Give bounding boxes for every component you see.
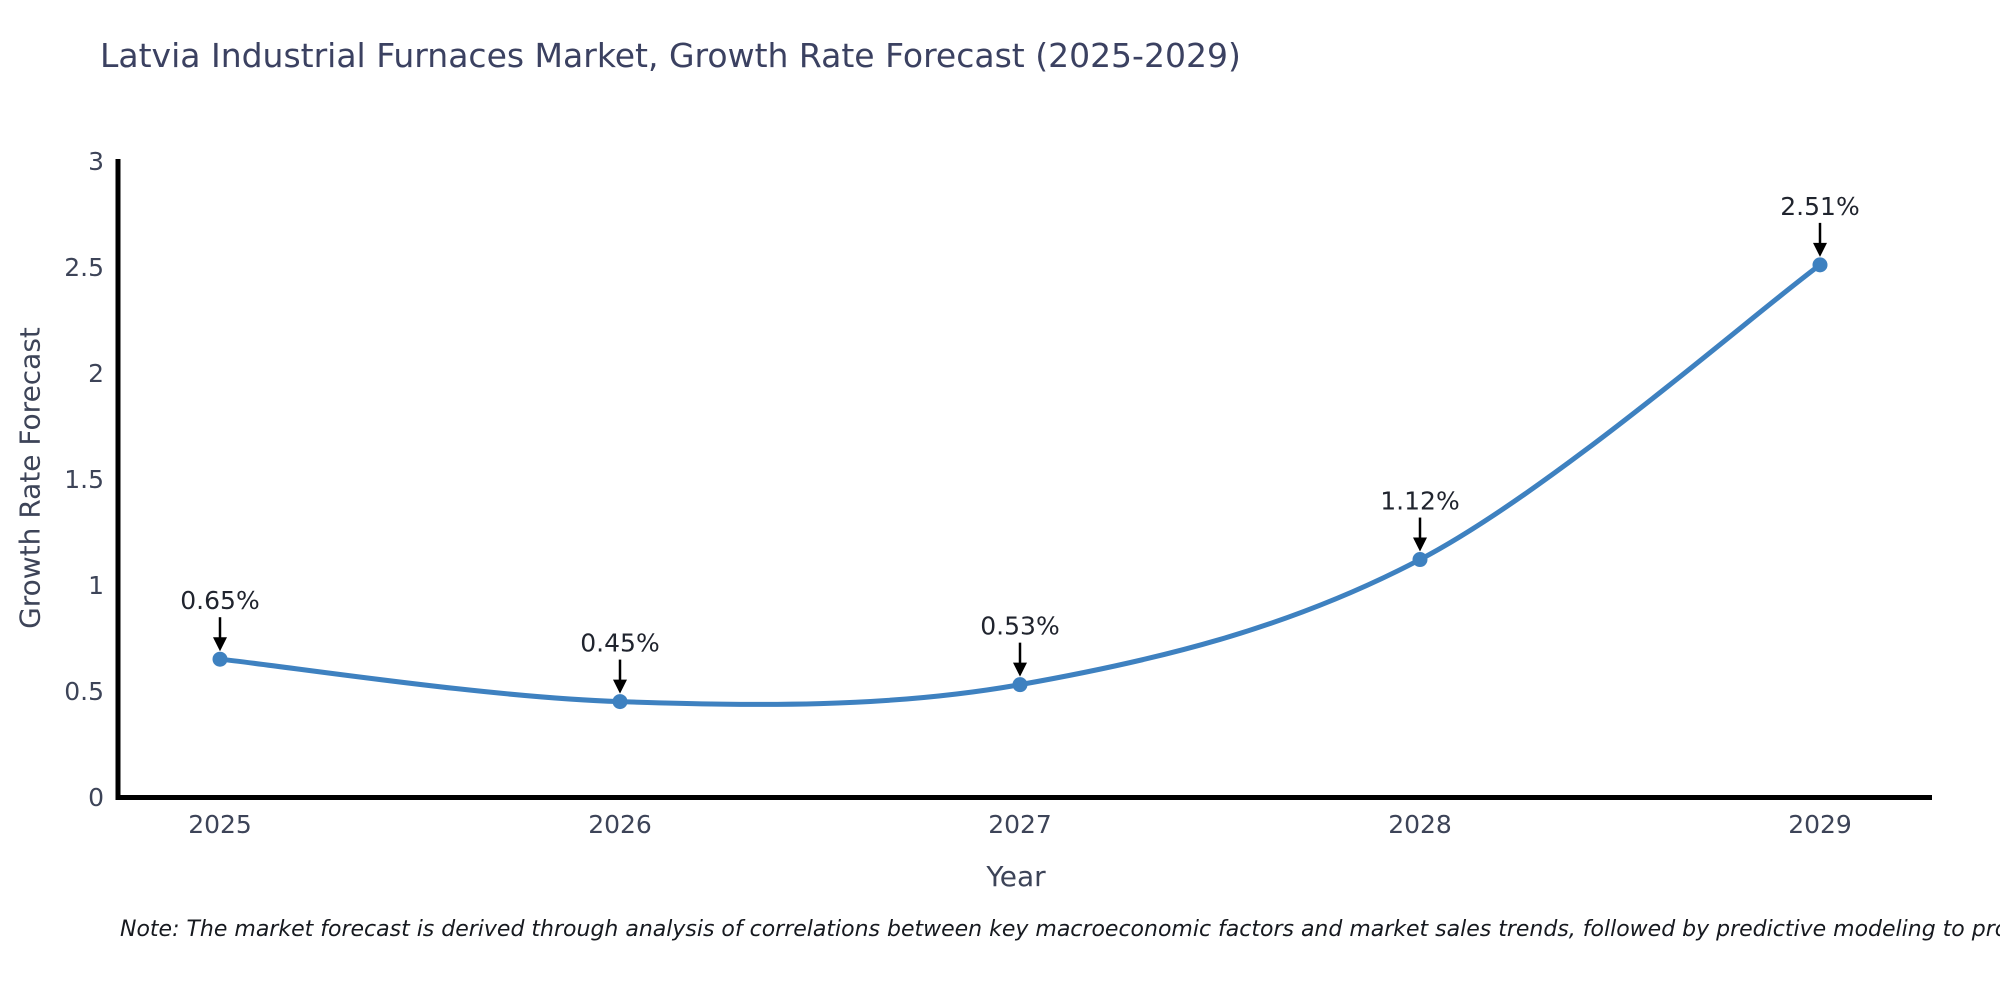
data-point-marker xyxy=(1412,552,1428,568)
annotation-arrowhead xyxy=(1413,537,1427,552)
data-point-marker xyxy=(1012,677,1028,693)
annotation-label: 0.65% xyxy=(180,586,259,615)
annotation-label: 0.45% xyxy=(580,629,659,658)
x-tick-label: 2028 xyxy=(1388,810,1452,839)
data-point-marker xyxy=(212,651,228,667)
footnote: Note: The market forecast is derived thr… xyxy=(120,917,2000,942)
x-tick-label: 2026 xyxy=(588,810,652,839)
data-point-marker xyxy=(1812,257,1828,273)
y-tick-label: 0 xyxy=(88,783,104,812)
x-tick-label: 2027 xyxy=(988,810,1052,839)
y-tick-label: 0.5 xyxy=(64,677,104,706)
data-point-marker xyxy=(612,694,628,710)
annotation-arrowhead xyxy=(613,679,627,694)
y-tick-label: 2.5 xyxy=(64,253,104,282)
x-axis-title: Year xyxy=(986,860,1046,893)
annotation-label: 0.53% xyxy=(980,612,1059,641)
y-tick-label: 1.5 xyxy=(64,465,104,494)
annotation-label: 1.12% xyxy=(1380,487,1459,516)
x-tick-label: 2029 xyxy=(1788,810,1852,839)
y-tick-label: 1 xyxy=(88,571,104,600)
y-tick-label: 3 xyxy=(88,147,104,176)
chart-title: Latvia Industrial Furnaces Market, Growt… xyxy=(100,36,1241,75)
annotation-arrowhead xyxy=(1813,242,1827,257)
annotation-label: 2.51% xyxy=(1780,192,1859,221)
annotation-arrowhead xyxy=(213,637,227,652)
annotation-arrowhead xyxy=(1013,662,1027,677)
x-tick-label: 2025 xyxy=(188,810,252,839)
y-tick-label: 2 xyxy=(88,359,104,388)
